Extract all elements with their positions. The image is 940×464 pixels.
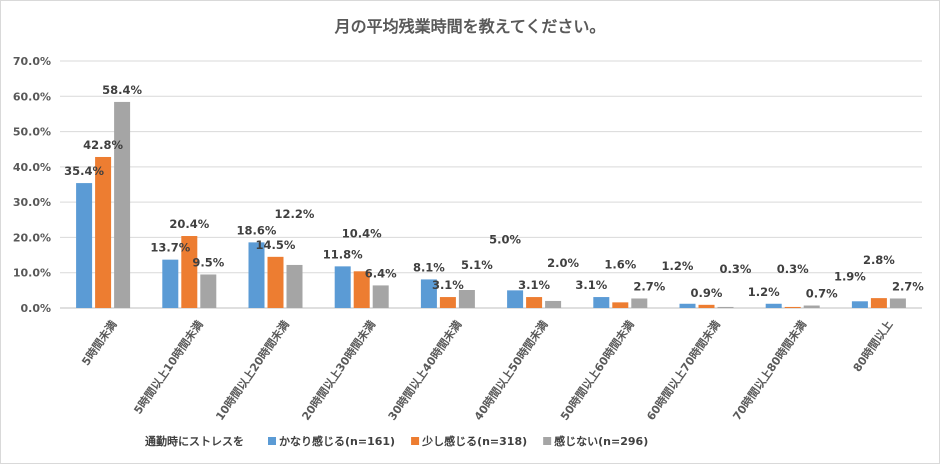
data-label: 9.5% (192, 255, 224, 269)
data-label: 3.1% (575, 278, 607, 292)
y-tick-label: 60.0% (13, 90, 51, 103)
y-tick-label: 30.0% (13, 196, 51, 209)
legend-entry: かなり感じる(n=161) (279, 434, 395, 448)
data-label: 2.7% (633, 279, 665, 293)
bar (870, 298, 887, 308)
legend-title: 通勤時にストレスを (145, 434, 244, 448)
data-label: 6.4% (365, 266, 397, 280)
data-label: 5.0% (489, 232, 521, 246)
data-label: 8.1% (413, 260, 445, 274)
legend-swatch (268, 437, 276, 445)
bar (803, 305, 820, 308)
y-tick-label: 50.0% (13, 126, 51, 139)
x-tick-label: 50時間以上60時間未満 (557, 318, 637, 423)
bar (420, 279, 437, 308)
bar (181, 236, 198, 308)
chart-title: 月の平均残業時間を教えてください。 (334, 17, 606, 36)
bar (95, 156, 112, 308)
bar (593, 297, 610, 308)
data-label: 14.5% (256, 238, 296, 252)
x-tick-label: 70時間以上80時間未満 (730, 318, 810, 423)
bar (631, 298, 648, 308)
bar (679, 303, 696, 308)
bar (889, 298, 906, 308)
legend-swatch (543, 437, 552, 445)
bar (334, 266, 351, 308)
x-tick-label: 40時間以上50時間未満 (471, 318, 551, 423)
data-label: 35.4% (64, 164, 104, 178)
bar (267, 256, 284, 308)
x-tick-label: 80時間以上 (850, 318, 895, 375)
data-label: 42.8% (83, 138, 123, 152)
bar (114, 101, 131, 308)
data-label: 12.2% (275, 207, 315, 221)
x-tick-label: 20時間以上30時間未満 (299, 318, 379, 423)
x-tick-label: 10時間以上20時間未満 (212, 318, 292, 423)
data-label: 0.7% (806, 287, 838, 301)
data-label: 10.4% (342, 226, 382, 240)
legend-entry: 感じない(n=296) (554, 434, 648, 448)
bar (545, 300, 562, 308)
x-tick-label: 30時間以上40時間未満 (385, 318, 465, 423)
data-label: 2.0% (547, 256, 579, 270)
data-label: 5.1% (461, 258, 493, 272)
data-label: 13.7% (150, 241, 190, 255)
bar (439, 297, 456, 308)
bar (698, 304, 715, 308)
bar (717, 306, 734, 308)
data-label: 11.8% (323, 247, 363, 261)
data-label: 58.4% (102, 83, 142, 97)
bar (76, 183, 93, 308)
bar (200, 274, 217, 308)
bar (507, 290, 524, 308)
data-label: 3.1% (518, 278, 550, 292)
data-label: 0.3% (720, 262, 752, 276)
bar (765, 303, 782, 308)
data-label: 0.9% (691, 286, 723, 300)
bar (784, 306, 801, 308)
bar (612, 302, 629, 308)
bar (458, 290, 475, 308)
data-label: 1.9% (834, 269, 866, 283)
bar (248, 242, 265, 308)
data-label: 1.2% (748, 285, 780, 299)
data-label: 20.4% (169, 217, 209, 231)
data-label: 3.1% (432, 278, 464, 292)
data-label: 1.2% (662, 259, 694, 273)
legend-entry: 少し感じる(n=318) (421, 434, 527, 448)
data-label: 2.8% (863, 253, 895, 267)
bar (353, 271, 370, 308)
bar (286, 264, 303, 308)
y-tick-label: 10.0% (13, 267, 51, 280)
y-tick-label: 40.0% (13, 161, 51, 174)
y-tick-label: 70.0% (13, 55, 51, 68)
bar (851, 301, 868, 308)
legend-swatch (411, 437, 420, 445)
bar (372, 285, 389, 308)
bar (526, 297, 543, 308)
data-label: 18.6% (237, 223, 277, 237)
x-tick-label: 60時間以上70時間未満 (643, 318, 723, 423)
bar (162, 259, 179, 308)
y-tick-label: 0.0% (20, 302, 51, 315)
data-label: 1.6% (604, 257, 636, 271)
data-label: 0.3% (777, 262, 809, 276)
x-tick-label: 5時間未満 (78, 318, 119, 368)
x-tick-label: 5時間以上10時間未満 (131, 318, 206, 417)
y-tick-label: 20.0% (13, 231, 51, 244)
data-label: 2.7% (892, 279, 924, 293)
